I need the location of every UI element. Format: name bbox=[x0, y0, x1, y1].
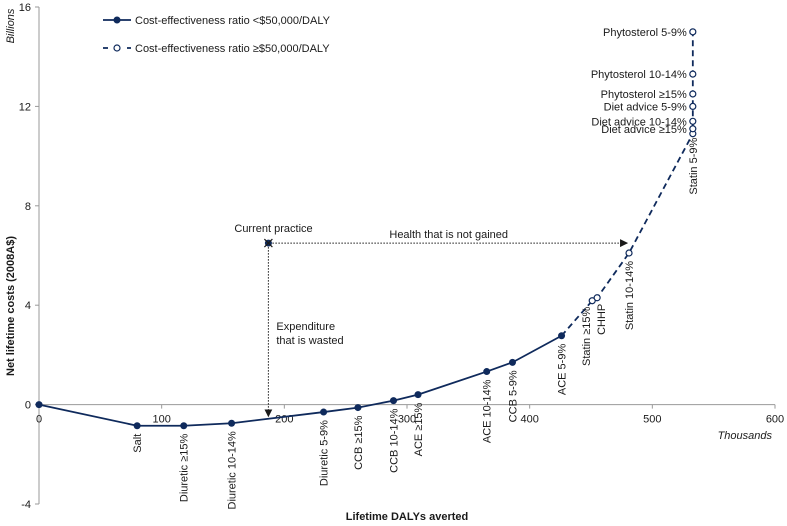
point-label: Phytosterol 5-9% bbox=[603, 27, 687, 39]
legend-marker-filled bbox=[113, 16, 121, 24]
point-label: CHHP bbox=[596, 304, 608, 335]
data-point-filled bbox=[483, 368, 491, 376]
x-axis-unit: Thousands bbox=[718, 430, 773, 442]
x-tick-label: 500 bbox=[643, 414, 661, 426]
point-label: Diuretic ≥15% bbox=[179, 434, 191, 503]
data-point-filled bbox=[414, 391, 422, 399]
data-point-filled bbox=[390, 397, 398, 405]
annotations: Health that is not gained Expenditure that… bbox=[234, 223, 629, 418]
data-point-filled bbox=[558, 332, 566, 340]
y-tick-label: 8 bbox=[25, 201, 31, 213]
data-point-filled bbox=[508, 358, 516, 366]
legend-marker-open bbox=[113, 44, 121, 52]
point-label: Diet advice 10-14% bbox=[591, 116, 687, 128]
y-axis-unit: Billions bbox=[5, 8, 17, 43]
legend-label: Cost-effectiveness ratio ≥$50,000/DALY bbox=[135, 43, 330, 55]
data-point-open bbox=[689, 102, 697, 111]
data-point-filled bbox=[354, 404, 362, 412]
data-point-open bbox=[689, 117, 697, 125]
x-tick-label: 0 bbox=[36, 414, 42, 426]
point-label: Statin 10-14% bbox=[624, 261, 636, 330]
x-tick-label: 300 bbox=[398, 414, 416, 426]
data-point-open bbox=[689, 90, 697, 98]
legend-label: Cost-effectiveness ratio <$50,000/DALY bbox=[135, 15, 331, 27]
point-label: ACE 5-9% bbox=[557, 344, 569, 396]
point-label: ACE ≥15% bbox=[413, 402, 425, 456]
data-point-open bbox=[625, 249, 633, 257]
data-point-filled bbox=[180, 422, 188, 430]
point-label: Phytosterol ≥15% bbox=[601, 89, 687, 101]
y-tick-label: 4 bbox=[25, 300, 31, 312]
y-axis-label: Net lifetime costs (2008A$) bbox=[5, 236, 17, 376]
y-tick-label: 12 bbox=[19, 101, 31, 113]
point-label: Statin ≥15% bbox=[581, 307, 593, 366]
point-label: ACE 10-14% bbox=[482, 379, 494, 443]
y-tick-label: 0 bbox=[25, 400, 31, 412]
data-point-filled bbox=[228, 419, 236, 427]
point-label: Statin 5-9% bbox=[688, 138, 700, 195]
point-label: Diuretic 10-14% bbox=[227, 431, 239, 509]
y-tick-label: 16 bbox=[19, 2, 31, 14]
current-practice-label: Current practice bbox=[234, 223, 312, 235]
data-point-open bbox=[593, 294, 601, 302]
point-label: Diet advice 5-9% bbox=[604, 101, 687, 113]
data-point-filled bbox=[35, 401, 43, 409]
health-not-gained-label: Health that is not gained bbox=[389, 229, 508, 241]
x-tick-label: 600 bbox=[766, 414, 784, 426]
x-axis-label: Lifetime DALYs averted bbox=[346, 511, 468, 523]
expenditure-wasted-label: that is wasted bbox=[276, 335, 343, 347]
point-label: Phytosterol 10-14% bbox=[591, 69, 687, 81]
data-series bbox=[35, 28, 697, 430]
x-tick-label: 400 bbox=[520, 414, 538, 426]
point-label: Diet advice ≥15% bbox=[601, 124, 687, 136]
legend: Cost-effectiveness ratio <$50,000/DALY Co… bbox=[103, 15, 331, 55]
x-tick-label: 100 bbox=[152, 414, 170, 426]
point-label: CCB 5-9% bbox=[507, 370, 519, 422]
y-tick-label: -4 bbox=[21, 499, 31, 511]
point-label: CCB ≥15% bbox=[353, 415, 365, 470]
data-point-open bbox=[689, 125, 697, 133]
data-point-filled bbox=[320, 408, 328, 416]
point-label: Diuretic 5-9% bbox=[319, 420, 331, 486]
data-point-open bbox=[689, 28, 697, 36]
data-point-open bbox=[689, 70, 697, 78]
current-practice-x-icon bbox=[263, 238, 273, 248]
expenditure-wasted-label: Expenditure bbox=[276, 321, 335, 333]
point-label: Salt bbox=[132, 434, 144, 453]
data-point-filled bbox=[133, 422, 141, 430]
point-label: CCB 10-14% bbox=[389, 408, 401, 472]
point-labels: Salt Diuretic ≥15% Diuretic 10-14% Diuretic… bbox=[132, 27, 700, 510]
